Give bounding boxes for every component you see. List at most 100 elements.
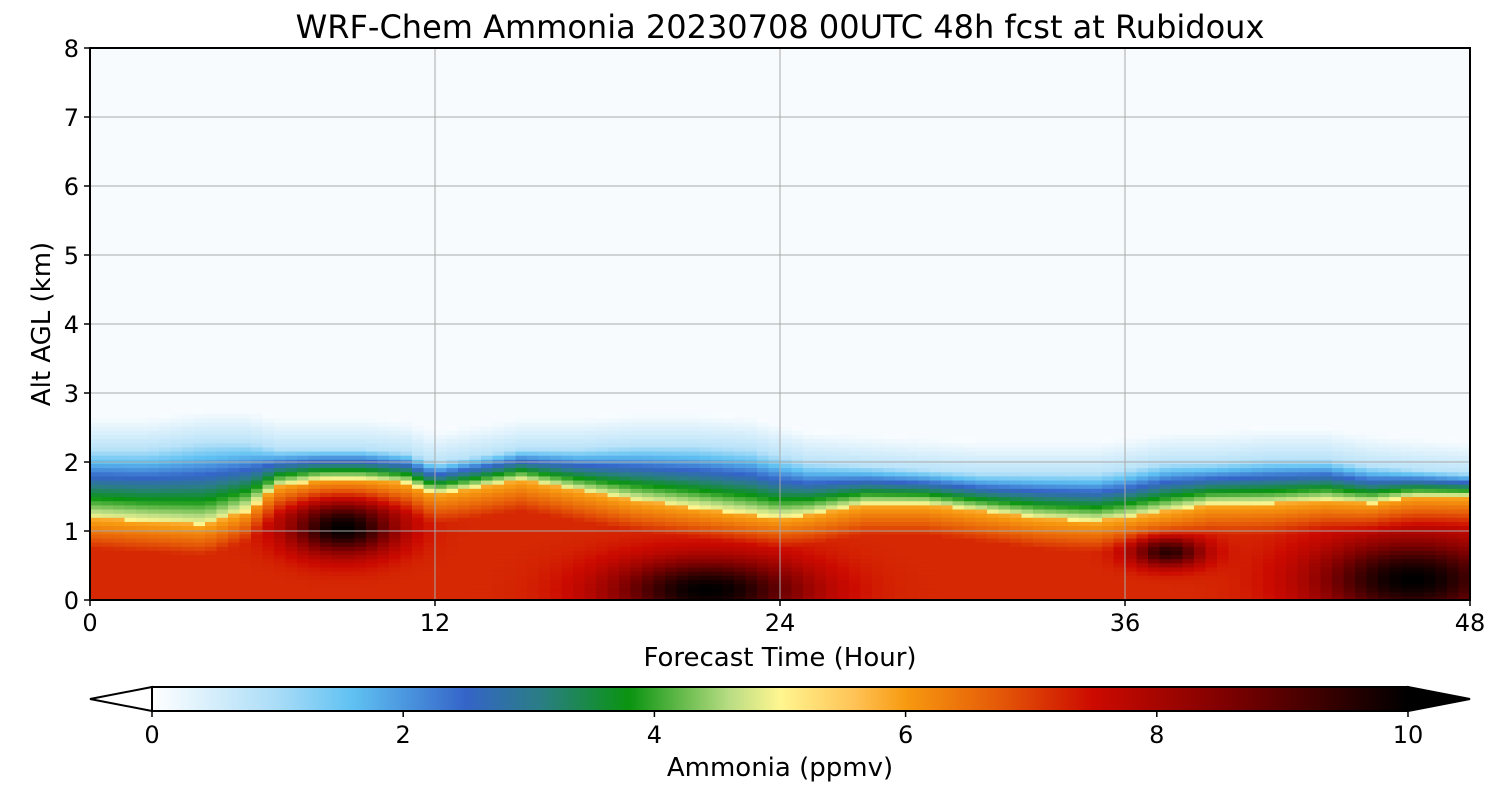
heatmap-cell (1113, 521, 1126, 527)
heatmap-cell (561, 562, 574, 568)
heatmap-cell (1401, 566, 1414, 572)
heatmap-cell (1079, 550, 1092, 556)
heatmap-cell (1286, 479, 1299, 485)
heatmap-cell (1309, 579, 1322, 585)
heatmap-cell (676, 467, 689, 473)
heatmap-cell (665, 504, 678, 510)
heatmap-cell (1297, 496, 1310, 502)
heatmap-cell (90, 434, 103, 440)
heatmap-cell (745, 479, 758, 485)
heatmap-cell (1320, 508, 1333, 514)
heatmap-cell (170, 434, 183, 440)
heatmap-cell (1320, 492, 1333, 498)
heatmap-cell (584, 533, 597, 539)
heatmap-cell (665, 421, 678, 427)
heatmap-cell (895, 579, 908, 585)
heatmap-cell (849, 579, 862, 585)
heatmap-cell (458, 542, 471, 547)
heatmap-cell (377, 488, 390, 493)
heatmap-cell (458, 467, 471, 473)
heatmap-cell (538, 546, 551, 551)
heatmap-cell (1343, 504, 1356, 510)
heatmap-cell (584, 484, 597, 489)
heatmap-cell (1056, 558, 1069, 564)
heatmap-cell (124, 508, 137, 514)
heatmap-cell (998, 471, 1011, 477)
heatmap-cell (423, 492, 436, 498)
heatmap-cell (1274, 587, 1287, 593)
heatmap-cell (1136, 438, 1149, 444)
heatmap-cell (274, 455, 287, 460)
heatmap-cell (274, 571, 287, 576)
heatmap-cell (653, 430, 666, 435)
heatmap-cell (1044, 513, 1057, 518)
heatmap-cell (607, 575, 620, 580)
heatmap-cell (906, 579, 919, 585)
heatmap-cell (205, 500, 218, 506)
heatmap-cell (228, 513, 241, 518)
heatmap-cell (1056, 484, 1069, 489)
heatmap-cell (400, 587, 413, 593)
heatmap-cell (1286, 525, 1299, 531)
heatmap-cell (1228, 438, 1241, 444)
heatmap-cell (745, 575, 758, 580)
heatmap-cell (607, 471, 620, 477)
heatmap-cell (814, 566, 827, 572)
heatmap-cell (1412, 463, 1425, 469)
heatmap-cell (642, 546, 655, 551)
heatmap-cell (366, 471, 379, 477)
heatmap-cell (412, 558, 425, 564)
heatmap-cell (941, 488, 954, 493)
heatmap-cell (1412, 513, 1425, 518)
heatmap-cell (791, 484, 804, 489)
heatmap-cell (1182, 430, 1195, 435)
heatmap-cell (377, 479, 390, 485)
heatmap-cell (1309, 508, 1322, 514)
heatmap-cell (1332, 517, 1345, 522)
heatmap-cell (1194, 442, 1207, 448)
heatmap-cell (182, 504, 195, 510)
heatmap-cell (768, 591, 781, 597)
heatmap-cell (101, 463, 114, 469)
heatmap-cell (1320, 550, 1333, 556)
heatmap-cell (1182, 533, 1195, 539)
heatmap-cell (1217, 508, 1230, 514)
heatmap-cell (711, 492, 724, 498)
heatmap-cell (182, 467, 195, 473)
heatmap-cell (722, 595, 735, 600)
heatmap-cell (837, 529, 850, 535)
heatmap-cell (1113, 500, 1126, 506)
heatmap-cell (699, 550, 712, 556)
heatmap-cell (1090, 513, 1103, 518)
heatmap-cell (1263, 546, 1276, 551)
heatmap-cell (377, 546, 390, 551)
heatmap-cell (619, 488, 632, 493)
heatmap-cell (538, 542, 551, 547)
heatmap-cell (1102, 546, 1115, 551)
heatmap-cell (1447, 566, 1460, 572)
heatmap-cell (538, 446, 551, 452)
heatmap-cell (826, 571, 839, 576)
heatmap-cell (1332, 595, 1345, 600)
heatmap-cell (538, 550, 551, 556)
heatmap-cell (883, 488, 896, 493)
heatmap-cell (297, 492, 310, 498)
heatmap-cell (1056, 554, 1069, 560)
heatmap-cell (412, 446, 425, 452)
heatmap-cell (481, 558, 494, 564)
heatmap-cell (308, 533, 321, 539)
heatmap-cell (1424, 488, 1437, 493)
heatmap-cell (170, 529, 183, 535)
heatmap-cell (1332, 475, 1345, 481)
heatmap-cell (883, 550, 896, 556)
heatmap-cell (1148, 537, 1161, 543)
heatmap-cell (159, 579, 172, 585)
heatmap-cell (1389, 550, 1402, 556)
heatmap-cell (1274, 521, 1287, 527)
heatmap-cell (791, 426, 804, 431)
heatmap-cell (1217, 517, 1230, 522)
heatmap-cell (262, 500, 275, 506)
heatmap-cell (216, 546, 229, 551)
heatmap-cell (136, 450, 149, 456)
heatmap-cell (274, 450, 287, 456)
